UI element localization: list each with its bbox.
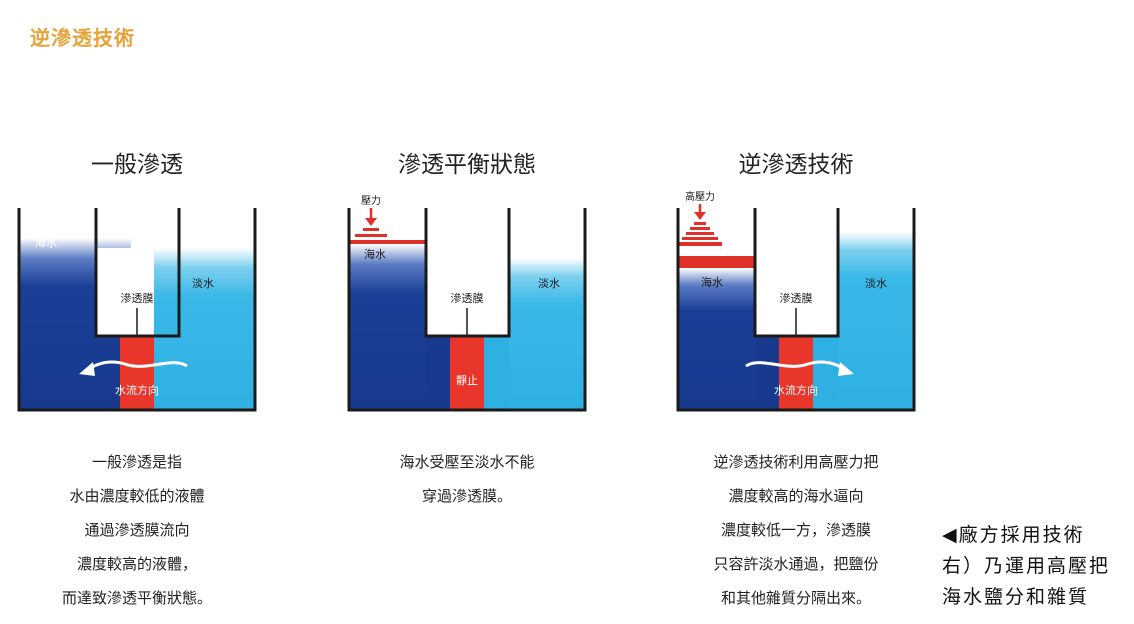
panel-title: 逆滲透技術 (738, 152, 854, 178)
seawater-label: 海水 (364, 247, 386, 261)
flow-arrow (86, 360, 188, 372)
still-label: 靜止 (456, 373, 478, 387)
freshwater-label: 淡水 (538, 277, 560, 290)
seawater-label: 海水 (701, 275, 723, 289)
seawater-region (678, 268, 755, 410)
freshwater-region (838, 232, 914, 410)
freshwater-label: 淡水 (192, 277, 214, 290)
panel-description: 海水受壓至淡水不能 穿過滲透膜。 (399, 453, 535, 505)
membrane-strip (120, 336, 154, 410)
membrane-label: 滲透膜 (451, 292, 484, 305)
membrane-strip (779, 336, 813, 410)
panel-osmotic-equilibrium: 滲透平衡狀態 壓力 (337, 0, 597, 624)
tank-equilibrium: 壓力 海水 滲透膜 淡水 靜止 (347, 194, 587, 412)
panel-title: 一般滲透 (91, 152, 183, 178)
tank-reverse-osmosis: 高壓力 海水 滲透膜 淡水 水流方向 (676, 190, 916, 412)
caption-line: 右）乃運用高壓把 (942, 555, 1111, 577)
flow-label: 水流方向 (774, 383, 818, 397)
diagram-heading: 逆滲透技術 (30, 26, 135, 50)
freshwater-region (509, 258, 585, 410)
pressure-arrow (694, 212, 706, 220)
flow-arrowhead (79, 362, 95, 376)
caption-line: 海水鹽分和雜質 (942, 586, 1090, 608)
tank-normal-osmosis: 海水 滲透膜 淡水 水流方向 (17, 208, 257, 412)
panel-title: 滲透平衡狀態 (398, 152, 536, 178)
pressure-plate (349, 240, 426, 244)
reverse-osmosis-diagram: 逆滲透技術 一般滲透 (7, 0, 926, 624)
freshwater-region (154, 248, 255, 410)
pressure-plate (678, 256, 755, 268)
seawater-region (349, 244, 426, 410)
pressure-label: 高壓力 (685, 190, 715, 203)
freshwater-label: 淡水 (865, 277, 887, 290)
flow-arrowhead (838, 362, 854, 376)
panel-reverse-osmosis: 逆滲透技術 高壓力 (666, 0, 926, 624)
panel-normal-osmosis: 一般滲透 (7, 0, 267, 624)
pressure-arrow (365, 218, 377, 226)
panel-description: 一般滲透是指 水由濃度較低的液體 通過滲透膜流向 濃度較高的液體， 而達致滲透平… (61, 453, 212, 607)
membrane-label: 滲透膜 (780, 292, 813, 305)
caption-line: ◀廠方採用技術 (942, 524, 1085, 546)
flow-arrow (745, 360, 847, 372)
membrane-strip (450, 336, 484, 410)
flow-label: 水流方向 (115, 383, 159, 397)
pressure-label: 壓力 (361, 194, 381, 207)
membrane-label: 滲透膜 (121, 292, 154, 305)
side-caption: ◀廠方採用技術 右）乃運用高壓把 海水鹽分和雜質 (942, 520, 1134, 613)
seawater-label: 海水 (35, 235, 57, 249)
panel-description: 逆滲透技術利用高壓力把 濃度較高的海水逼向 濃度較低一方，滲透膜 只容許淡水通過… (713, 453, 879, 607)
